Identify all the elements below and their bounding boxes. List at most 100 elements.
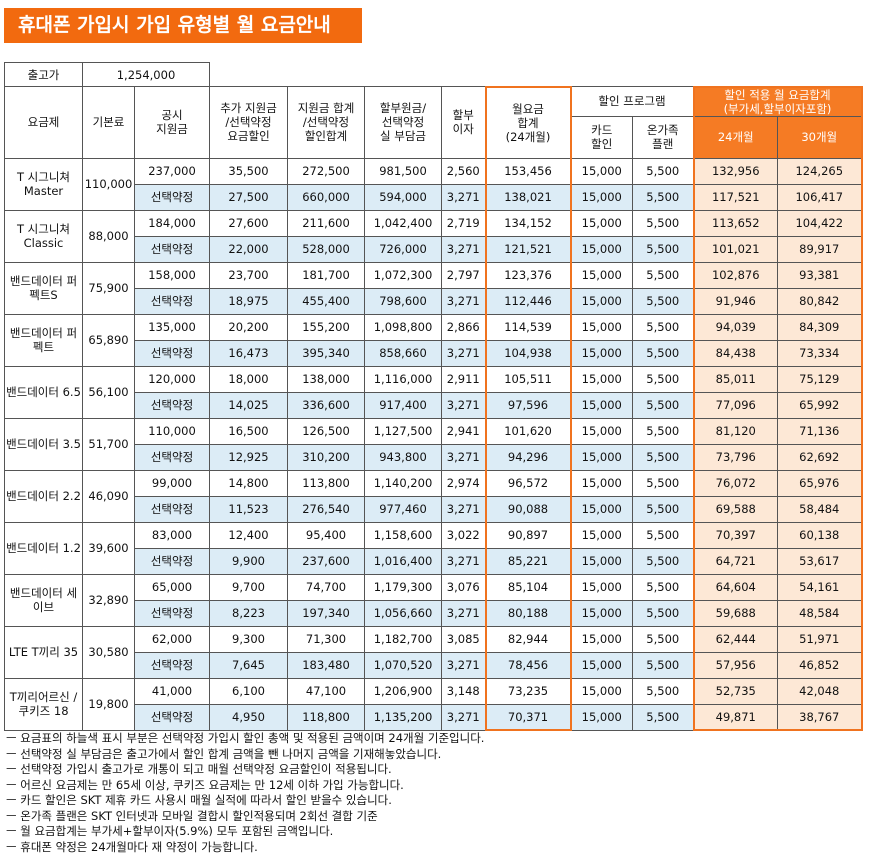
hdr-total-group: 할인 적용 월 요금합계 (부가세,할부이자포함) (692, 85, 863, 117)
card-discount-cell: 15,000 (570, 677, 633, 705)
subsidy-total-cell: 197,340 (287, 599, 365, 627)
extra-subsidy-cell: 11,523 (209, 495, 288, 523)
card-discount-cell: 15,000 (570, 261, 633, 289)
installment-cell: 1,182,700 (364, 625, 442, 653)
table-row: T 시그니쳐 Master 110,000 237,000 35,500 272,500… (4, 157, 863, 211)
hdr-extra-subsidy: 추가 지원금 /선택약정 요금할인 (209, 86, 288, 159)
note-item: ㅡ 선택약정 가입시 출고가로 개통이 되고 매월 선택약정 요금할인이 적용됩… (6, 762, 392, 776)
subsidy-total-cell: 455,400 (287, 287, 365, 315)
card-discount-cell: 15,000 (570, 703, 633, 731)
total-30m-cell: 106,417 (777, 183, 863, 211)
total-30m-cell: 73,334 (777, 339, 863, 367)
monthly-total-cell: 105,511 (484, 365, 572, 393)
hdr-installment: 할부원금/ 선택약정 실 부담금 (364, 86, 442, 159)
interest-cell: 3,271 (441, 703, 486, 731)
interest-cell: 2,974 (441, 469, 486, 497)
family-plan-cell: 5,500 (632, 443, 694, 471)
monthly-total-cell: 90,897 (484, 521, 572, 549)
note-item: ㅡ 요금표의 하늘색 표시 부분은 선택약정 가입시 할인 총액 및 적용된 금… (6, 731, 485, 745)
card-discount-cell: 15,000 (570, 287, 633, 315)
total-24m-cell: 94,039 (692, 313, 778, 341)
table-row: 밴드데이터 퍼펙트 65,890 135,000 20,200 155,200 1,098… (4, 313, 863, 367)
subsidy-total-cell: 183,480 (287, 651, 365, 679)
total-24m-cell: 57,956 (692, 651, 778, 679)
family-plan-cell: 5,500 (632, 625, 694, 653)
base-fee: 56,100 (82, 365, 135, 419)
family-plan-cell: 5,500 (632, 521, 694, 549)
interest-cell: 3,271 (441, 183, 486, 211)
subsidy-total-cell: 47,100 (287, 677, 365, 705)
interest-cell: 3,085 (441, 625, 486, 653)
card-discount-cell: 15,000 (570, 313, 633, 341)
extra-subsidy-cell: 9,300 (209, 625, 288, 653)
public-subsidy-cell: 135,000 (134, 313, 210, 341)
installment-cell: 1,056,660 (364, 599, 442, 627)
family-plan-cell: 5,500 (632, 573, 694, 601)
total-24m-cell: 64,721 (692, 547, 778, 575)
family-plan-cell: 5,500 (632, 651, 694, 679)
base-fee: 30,580 (82, 625, 135, 679)
installment-cell: 1,116,000 (364, 365, 442, 393)
total-30m-cell: 65,992 (777, 391, 863, 419)
family-plan-cell: 5,500 (632, 703, 694, 731)
total-30m-cell: 104,422 (777, 209, 863, 237)
hdr-subsidy-total: 지원금 합계 /선택약정 할인합계 (287, 86, 365, 159)
extra-subsidy-cell: 18,000 (209, 365, 288, 393)
subsidy-total-cell: 113,800 (287, 469, 365, 497)
family-plan-cell: 5,500 (632, 157, 694, 185)
interest-cell: 3,022 (441, 521, 486, 549)
note-item: ㅡ 휴대폰 약정은 24개월마다 재 약정이 가능합니다. (6, 839, 258, 854)
total-30m-cell: 42,048 (777, 677, 863, 705)
plan-name: 밴드데이터 2.2 (4, 469, 83, 523)
plan-name: 밴드데이터 퍼펙트 (4, 313, 83, 367)
total-30m-cell: 48,584 (777, 599, 863, 627)
card-discount-cell: 15,000 (570, 391, 633, 419)
hdr-monthly: 월요금 합계 (24개월) (484, 85, 572, 159)
subsidy-total-cell: 310,200 (287, 443, 365, 471)
extra-subsidy-cell: 9,700 (209, 573, 288, 601)
installment-cell: 943,800 (364, 443, 442, 471)
interest-cell: 3,271 (441, 547, 486, 575)
card-discount-cell: 15,000 (570, 651, 633, 679)
public-subsidy-cell: 110,000 (134, 417, 210, 445)
subsidy-total-cell: 272,500 (287, 157, 365, 185)
extra-subsidy-cell: 8,223 (209, 599, 288, 627)
price-table: 출고가 1,254,000 요금제 기본료 공시 지원금 추가 지원금 /선택약… (4, 62, 863, 731)
subsidy-total-cell: 138,000 (287, 365, 365, 393)
public-subsidy-cell: 158,000 (134, 261, 210, 289)
base-fee: 88,000 (82, 209, 135, 263)
total-24m-cell: 113,652 (692, 209, 778, 237)
family-plan-cell: 5,500 (632, 287, 694, 315)
table-row: 밴드데이터 2.2 46,090 99,000 14,800 113,800 1,140,… (4, 469, 863, 523)
family-plan-cell: 5,500 (632, 677, 694, 705)
monthly-total-cell: 90,088 (484, 495, 572, 523)
public-subsidy-cell: 62,000 (134, 625, 210, 653)
base-fee: 51,700 (82, 417, 135, 471)
monthly-total-cell: 85,221 (484, 547, 572, 575)
plan-name: LTE T끼리 35 (4, 625, 83, 679)
family-plan-cell: 5,500 (632, 209, 694, 237)
table-row: 선택약정 4,950 118,800 1,135,200 3,271 70,371 15,0… (5, 703, 863, 731)
total-30m-cell: 65,976 (777, 469, 863, 497)
interest-cell: 3,271 (441, 651, 486, 679)
family-plan-cell: 5,500 (632, 495, 694, 523)
device-price-label: 출고가 (4, 62, 83, 87)
hdr-24m: 24개월 (692, 115, 778, 159)
total-24m-cell: 76,072 (692, 469, 778, 497)
installment-cell: 1,158,600 (364, 521, 442, 549)
extra-subsidy-cell: 27,500 (209, 183, 288, 211)
interest-cell: 2,797 (441, 261, 486, 289)
note-item: ㅡ 온가족 플랜은 SKT 인터넷과 모바일 결합시 할인적용되며 2회선 결합… (6, 808, 378, 823)
plan-name: 밴드데이터 3.5 (4, 417, 83, 471)
monthly-total-cell: 123,376 (484, 261, 572, 289)
table-row: 밴드데이터 3.5 51,700 110,000 16,500 126,500 1,127… (4, 417, 863, 471)
extra-subsidy-cell: 14,025 (209, 391, 288, 419)
subsidy-total-cell: 74,700 (287, 573, 365, 601)
installment-cell: 917,400 (364, 391, 442, 419)
interest-cell: 3,271 (441, 443, 486, 471)
total-30m-cell: 75,129 (777, 365, 863, 393)
base-fee: 75,900 (82, 261, 135, 315)
table-row: T 시그니쳐 Classic 88,000 184,000 27,600 211,600… (4, 209, 863, 263)
card-discount-cell: 15,000 (570, 495, 633, 523)
subsidy-total-cell: 71,300 (287, 625, 365, 653)
